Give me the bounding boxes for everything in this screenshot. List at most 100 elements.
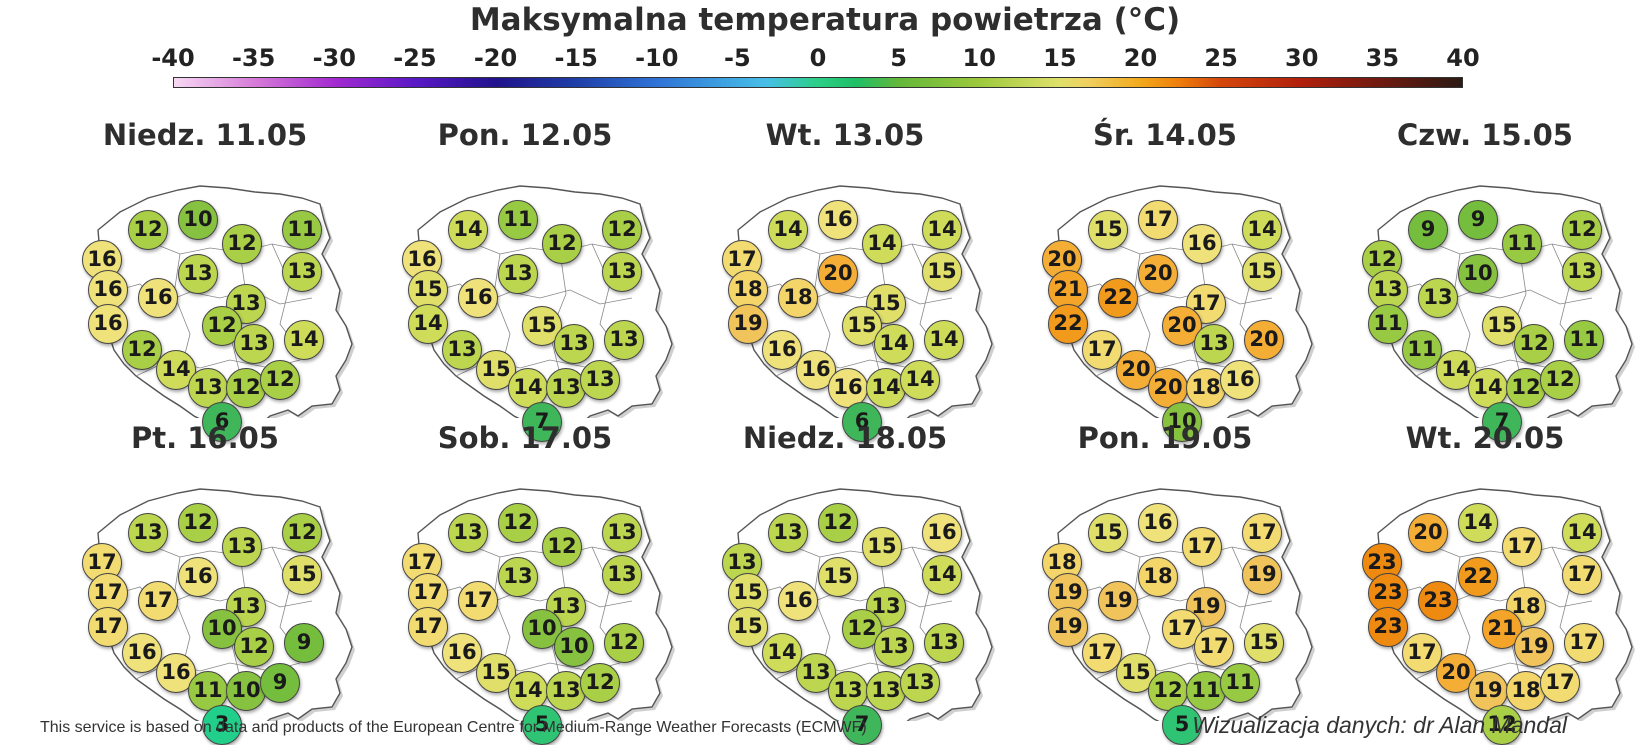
temperature-bubble: 13 <box>1562 252 1602 292</box>
temperature-bubble: 14 <box>1242 210 1282 250</box>
scale-tick-label: -15 <box>554 44 598 72</box>
temperature-bubble: 6 <box>202 402 242 442</box>
temperature-bubble: 21 <box>1482 609 1522 649</box>
scale-tick-label: 10 <box>962 44 996 72</box>
temperature-bubble: 14 <box>1436 350 1476 390</box>
temperature-bubble: 13 <box>498 254 538 294</box>
temperature-bubble: 17 <box>1182 527 1222 567</box>
temperature-bubble: 15 <box>1244 623 1284 663</box>
temperature-bubble: 20 <box>1244 320 1284 360</box>
temperature-bubble: 20 <box>1138 254 1178 294</box>
temperature-bubble: 16 <box>1182 224 1222 264</box>
scale-tick-label: -10 <box>635 44 679 72</box>
temperature-bubble: 14 <box>762 633 802 673</box>
temperature-bubble: 16 <box>178 557 218 597</box>
temperature-bubble: 10 <box>178 200 218 240</box>
temperature-bubble: 12 <box>234 627 274 667</box>
temperature-bubble: 6 <box>842 402 882 442</box>
data-source-note: This service is based on data and produc… <box>40 719 867 736</box>
scale-tick-labels: -40 -35 -30 -25 -20 -15 -10 -5 0 5 10 15 20 25 30 35 40 <box>0 44 1650 74</box>
temperature-bubble: 12 <box>282 513 322 553</box>
temperature-bubble: 9 <box>284 623 324 663</box>
temperature-bubble: 17 <box>1402 633 1442 673</box>
scale-tick-label: 20 <box>1123 44 1158 72</box>
temperature-bubble: 16 <box>818 200 858 240</box>
temperature-bubble: 12 <box>1540 360 1580 400</box>
temperature-bubble: 19 <box>1468 671 1508 711</box>
temperature-bubble: 22 <box>1048 304 1088 344</box>
temperature-bubble: 14 <box>874 324 914 364</box>
temperature-bubble: 16 <box>828 368 868 408</box>
scale-tick-label: -35 <box>231 44 276 72</box>
temperature-bubble: 16 <box>458 278 498 318</box>
temperature-bubble: 13 <box>546 368 586 408</box>
panel-date-title: Czw. 15.05 <box>1397 118 1573 152</box>
temperature-bubble: 11 <box>1186 671 1226 711</box>
temperature-bubble: 20 <box>1162 306 1202 346</box>
temperature-bubble: 13 <box>448 513 488 553</box>
temperature-bubble: 13 <box>282 252 322 292</box>
temperature-bubble: 10 <box>1458 254 1498 294</box>
temperature-bubble: 15 <box>728 573 768 613</box>
temperature-bubble: 12 <box>1514 324 1554 364</box>
temperature-bubble: 14 <box>922 555 962 595</box>
chart-title: Maksymalna temperatura powietrza (°C) <box>469 2 1181 38</box>
temperature-bubble: 17 <box>408 573 448 613</box>
temperature-bubble: 17 <box>1242 513 1282 553</box>
temperature-bubble: 15 <box>476 350 516 390</box>
temperature-bubble: 11 <box>1502 224 1542 264</box>
temperature-bubble: 11 <box>1220 663 1260 703</box>
temperature-bubble: 9 <box>1408 210 1448 250</box>
temperature-bubble: 14 <box>866 368 906 408</box>
temperature-bubble: 15 <box>922 252 962 292</box>
forecast-panel: Wt. 20.05 23 20 14 17 14 17 23 23 22 18 23 21 19 17 17 2… <box>1320 421 1650 745</box>
temperature-bubble: 18 <box>728 270 768 310</box>
temperature-bubble: 12 <box>128 210 168 250</box>
temperature-bubble: 14 <box>448 210 488 250</box>
panel-date-title: Pon. 19.05 <box>1077 421 1253 455</box>
temperature-bubble: 12 <box>580 663 620 703</box>
temperature-bubble: 23 <box>1368 607 1408 647</box>
temperature-bubble: 19 <box>1048 607 1088 647</box>
scale-tick-label: 0 <box>809 44 827 72</box>
temperature-bubble: 7 <box>1482 402 1522 442</box>
temperature-bubble: 19 <box>728 304 768 344</box>
temperature-bubble: 23 <box>1362 543 1402 583</box>
forecast-panel: Niedz. 11.05 16 12 10 12 11 13 16 16 13 13 16 12 13 14… <box>40 118 370 442</box>
visualization-credit: Wizualizacja danych: dr Alan Mandal <box>1192 712 1567 738</box>
temperature-bubble: 20 <box>1148 368 1188 408</box>
temperature-bubble: 16 <box>442 633 482 673</box>
forecast-panel: Pon. 12.05 16 14 11 12 12 13 15 16 13 14 15 13 13 13 15… <box>360 118 690 442</box>
temperature-bubble: 19 <box>1514 627 1554 667</box>
temperature-bubble: 17 <box>1138 200 1178 240</box>
temperature-bubble: 13 <box>602 513 642 553</box>
scale-tick-label: -40 <box>151 44 195 72</box>
temperature-bubble: 11 <box>1402 330 1442 370</box>
temperature-bubble: 12 <box>226 368 266 408</box>
temperature-bubble: 14 <box>156 350 196 390</box>
temperature-bubble: 10 <box>522 609 562 649</box>
panel-date-title: Niedz. 18.05 <box>742 421 948 455</box>
temperature-bubble: 13 <box>900 663 940 703</box>
temperature-bubble: 12 <box>818 503 858 543</box>
temperature-colorbar <box>173 77 1463 88</box>
panel-date-title: Pt. 16.05 <box>131 421 279 455</box>
temperature-bubble: 15 <box>1088 210 1128 250</box>
temperature-bubble: 20 <box>1408 513 1448 553</box>
temperature-bubble: 17 <box>458 581 498 621</box>
temperature-bubble: 17 <box>1502 527 1542 567</box>
temperature-bubble: 14 <box>1468 368 1508 408</box>
temperature-bubble: 15 <box>1242 252 1282 292</box>
temperature-bubble: 19 <box>1048 573 1088 613</box>
temperature-bubble: 18 <box>1186 368 1226 408</box>
temperature-bubble: 12 <box>602 210 642 250</box>
temperature-bubble: 18 <box>778 278 818 318</box>
temperature-bubble: 13 <box>234 324 274 364</box>
temperature-bubble: 12 <box>122 330 162 370</box>
temperature-bubble: 14 <box>922 210 962 250</box>
temperature-bubble: 16 <box>1138 503 1178 543</box>
temperature-bubble: 16 <box>922 513 962 553</box>
temperature-bubble: 16 <box>122 633 162 673</box>
temperature-bubble: 15 <box>1116 653 1156 693</box>
temperature-bubble: 23 <box>1418 581 1458 621</box>
